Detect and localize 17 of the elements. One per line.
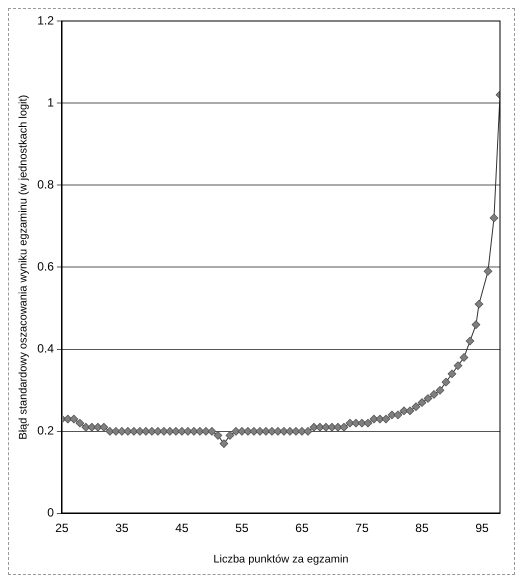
x-tick-label: 35	[115, 520, 129, 535]
y-tick-label: 0.6	[37, 260, 54, 274]
y-tick-label: 0.4	[37, 342, 54, 356]
y-tick-label: 0.2	[37, 424, 54, 438]
x-axis-title: Liczba punktów za egzamin	[213, 553, 349, 566]
y-axis-title: Błąd standardowy oszacowania wyniku egzaminu (w jednostkach logit)	[18, 94, 30, 440]
x-tick-label: 45	[175, 520, 189, 535]
y-tick-label: 0	[47, 506, 54, 520]
x-tick-label: 95	[475, 520, 489, 535]
x-tick-label: 55	[235, 520, 249, 535]
y-tick-label: 0.8	[37, 177, 54, 192]
x-tick-label: 65	[295, 520, 309, 535]
y-tick-label: 1	[47, 95, 54, 110]
y-tick-label: 1.2	[37, 13, 54, 28]
x-tick-label: 85	[415, 520, 429, 535]
x-tick-label: 25	[55, 520, 69, 535]
x-tick-label: 75	[355, 520, 369, 535]
